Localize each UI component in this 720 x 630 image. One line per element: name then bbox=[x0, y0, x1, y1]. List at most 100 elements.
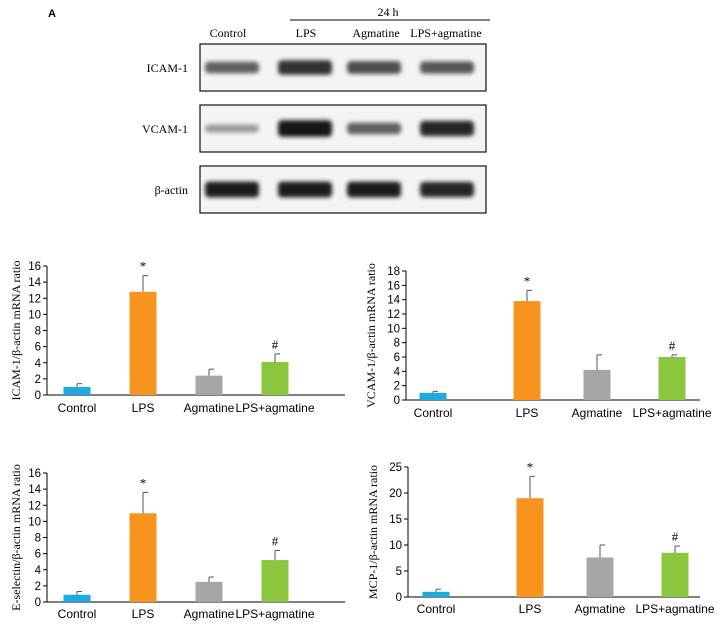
lane-label: LPS bbox=[296, 26, 317, 40]
y-tick-label: 2 bbox=[35, 581, 41, 593]
y-tick-label: 4 bbox=[394, 366, 401, 378]
y-axis-label: VCAM-1/β-actin mRNA ratio bbox=[364, 263, 378, 408]
blot-band bbox=[278, 181, 332, 198]
blot-band bbox=[278, 60, 332, 75]
x-tick-label: LPS bbox=[516, 406, 539, 420]
y-tick-label: 4 bbox=[35, 358, 42, 370]
y-tick-label: 16 bbox=[28, 261, 41, 273]
x-tick-label: Agmatine bbox=[184, 607, 235, 621]
significance-mark: * bbox=[140, 259, 147, 274]
significance-mark: * bbox=[140, 475, 147, 490]
y-tick-label: 25 bbox=[389, 462, 402, 474]
x-tick-label: LPS+agmatine bbox=[235, 401, 314, 415]
blot-strips: ICAM-1 VCAM-1 β-actin bbox=[142, 43, 487, 214]
blot-label: VCAM-1 bbox=[142, 122, 188, 136]
bar bbox=[513, 301, 541, 400]
x-tick-label: Control bbox=[58, 401, 97, 415]
bar-chart: 0 2 4 6 8 10 12 14 16 18 VCAM-1/β-actin mRNA ratio… bbox=[364, 263, 712, 420]
y-tick-label: 10 bbox=[387, 323, 400, 335]
y-tick-label: 10 bbox=[389, 540, 402, 552]
x-tick-label: LPS+agmatine bbox=[235, 607, 314, 621]
lane-label: Control bbox=[210, 26, 247, 40]
bar-chart: 0 2 4 6 8 10 12 14 16 ICAM-1/β-actin mRNA ratio Co… bbox=[9, 259, 345, 415]
y-tick-label: 6 bbox=[35, 342, 41, 354]
blot-band bbox=[347, 122, 401, 135]
blot-band bbox=[205, 181, 259, 198]
y-axis-label: E-selectin/β-actin mRNA ratio bbox=[9, 464, 23, 611]
bar bbox=[516, 498, 544, 597]
y-tick-label: 14 bbox=[28, 277, 41, 289]
y-tick-label: 14 bbox=[28, 484, 41, 496]
y-tick-label: 8 bbox=[394, 338, 400, 350]
y-tick-label: 14 bbox=[387, 295, 400, 307]
y-tick-label: 10 bbox=[28, 309, 41, 321]
y-tick-label: 0 bbox=[35, 597, 41, 609]
y-tick-label: 0 bbox=[35, 390, 41, 402]
bar bbox=[419, 392, 447, 400]
x-tick-label: Agmatine bbox=[184, 401, 235, 415]
blot-band bbox=[205, 124, 259, 133]
x-tick-label: Agmatine bbox=[572, 406, 623, 420]
x-tick-label: LPS bbox=[519, 602, 542, 616]
y-tick-label: 5 bbox=[396, 566, 402, 578]
bar-chart: 0 5 10 15 20 25 MCP-1/β-actin mRNA ratio Contro… bbox=[366, 459, 715, 616]
blot-band bbox=[420, 120, 474, 137]
significance-mark: * bbox=[527, 459, 534, 474]
lane-labels: Control LPS Agmatine LPS+agmatine bbox=[210, 26, 482, 40]
x-tick-label: Control bbox=[58, 607, 97, 621]
y-tick-label: 20 bbox=[389, 488, 402, 500]
bar bbox=[661, 552, 689, 597]
lane-label: Agmatine bbox=[352, 26, 399, 40]
x-tick-label: LPS+agmatine bbox=[632, 406, 711, 420]
significance-mark: # bbox=[669, 338, 676, 353]
y-tick-label: 2 bbox=[35, 374, 41, 386]
significance-mark: # bbox=[672, 529, 679, 544]
x-tick-label: LPS bbox=[132, 401, 155, 415]
bar bbox=[261, 361, 289, 395]
y-axis-label: ICAM-1/β-actin mRNA ratio bbox=[9, 260, 23, 400]
bar bbox=[583, 369, 611, 400]
y-tick-label: 8 bbox=[35, 326, 41, 338]
panel-label: A bbox=[48, 8, 56, 20]
blot-label: β-actin bbox=[155, 183, 188, 197]
y-tick-label: 15 bbox=[389, 514, 402, 526]
blot-label: ICAM-1 bbox=[147, 61, 188, 75]
bar bbox=[195, 581, 223, 602]
blot-band bbox=[420, 61, 474, 74]
bar-chart: 0 2 4 6 8 10 12 14 16 E-selectin/β-actin mRNA rat… bbox=[9, 464, 345, 621]
x-tick-label: Control bbox=[414, 406, 453, 420]
significance-mark: * bbox=[524, 273, 531, 288]
y-tick-label: 16 bbox=[28, 468, 41, 480]
bar bbox=[195, 375, 223, 395]
blot-band bbox=[347, 181, 401, 198]
x-tick-label: LPS+agmatine bbox=[635, 602, 714, 616]
y-axis-label: MCP-1/β-actin mRNA ratio bbox=[366, 465, 380, 599]
western-blot-panel: A 24 h Control LPS Agmatine LPS+agmatine IC… bbox=[48, 5, 490, 214]
bar bbox=[422, 591, 450, 597]
significance-mark: # bbox=[272, 337, 279, 352]
bar-charts: 0 2 4 6 8 10 12 14 16 ICAM-1/β-actin mRNA ratio Co… bbox=[9, 259, 715, 621]
bar bbox=[586, 557, 614, 597]
x-tick-label: Control bbox=[417, 602, 456, 616]
y-tick-label: 2 bbox=[394, 381, 400, 393]
y-tick-label: 0 bbox=[396, 592, 402, 604]
blot-band bbox=[347, 61, 401, 74]
bar bbox=[63, 386, 91, 395]
bar bbox=[658, 357, 686, 400]
y-tick-label: 4 bbox=[35, 565, 42, 577]
bar bbox=[129, 513, 157, 602]
y-tick-label: 16 bbox=[387, 280, 400, 292]
blot-band bbox=[278, 120, 332, 137]
y-tick-label: 6 bbox=[394, 352, 400, 364]
y-tick-label: 0 bbox=[394, 395, 400, 407]
y-tick-label: 10 bbox=[28, 516, 41, 528]
y-tick-label: 6 bbox=[35, 549, 41, 561]
blot-band bbox=[205, 61, 259, 74]
significance-mark: # bbox=[272, 533, 279, 548]
lane-label: LPS+agmatine bbox=[410, 26, 481, 40]
bar bbox=[63, 594, 91, 602]
y-tick-label: 12 bbox=[387, 309, 400, 321]
x-tick-label: Agmatine bbox=[575, 602, 626, 616]
x-tick-label: LPS bbox=[132, 607, 155, 621]
